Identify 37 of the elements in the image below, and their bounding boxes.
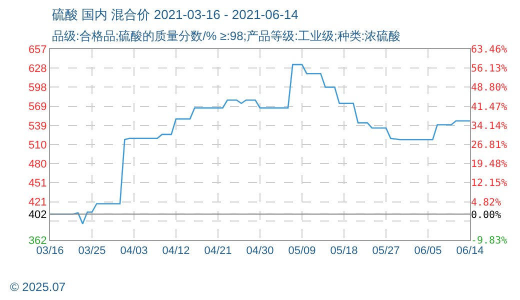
x-tick-label: 05/18 <box>330 245 358 258</box>
y2-tick-label: 26.81% <box>471 140 508 152</box>
x-tick-label: 03/16 <box>36 245 64 258</box>
y-tick-label: 628 <box>28 62 47 75</box>
y-tick-label: 510 <box>28 139 47 152</box>
y-tick-label: 569 <box>28 101 47 114</box>
y-tick-label: 598 <box>28 82 47 94</box>
x-tick-label: 05/09 <box>288 245 316 258</box>
text: © 2025.07 <box>10 280 66 294</box>
x-tick-label: 03/25 <box>78 245 106 258</box>
y2-tick-label: 48.80% <box>471 82 508 94</box>
x-tick-label: 04/21 <box>204 245 232 258</box>
y2-tick-label: 19.48% <box>471 159 508 170</box>
x-tick-label: 04/12 <box>162 245 190 258</box>
x-tick-label: 06/05 <box>414 245 442 258</box>
y-tick-label: 480 <box>28 158 47 170</box>
y-tick-label: 451 <box>28 178 47 190</box>
y2-tick-label: 34.14% <box>471 120 508 132</box>
y-tick-label: 421 <box>28 196 47 209</box>
y-tick-label: 402 <box>28 208 47 221</box>
x-tick-label: 06/14 <box>456 245 484 258</box>
y-tick-label: 657 <box>28 44 47 56</box>
y2-tick-label: 0.00% <box>471 210 502 221</box>
line-series <box>50 64 470 224</box>
y2-tick-label: 56.13% <box>471 64 508 75</box>
y2-tick-label: 41.47% <box>471 102 508 113</box>
y2-tick-label: 4.82% <box>471 197 502 208</box>
y2-tick-label: -9.83% <box>471 236 508 246</box>
y2-tick-label: 63.46% <box>471 44 508 56</box>
chart-subtitle: 品级:合格品;硫酸的质量分数/% ≥:98;产品等级:工业级;种类:浓硫酸 <box>52 29 401 43</box>
y2-tick-label: 12.15% <box>471 178 508 190</box>
y-tick-label: 539 <box>28 120 47 132</box>
x-tick-label: 04/03 <box>120 245 148 258</box>
x-tick-label: 05/27 <box>372 245 400 258</box>
y-tick-label: 362 <box>28 234 47 247</box>
chart-title: 硫酸 国内 混合价 2021-03-16 - 2021-06-14 <box>52 7 298 22</box>
x-tick-label: 04/30 <box>246 245 274 258</box>
